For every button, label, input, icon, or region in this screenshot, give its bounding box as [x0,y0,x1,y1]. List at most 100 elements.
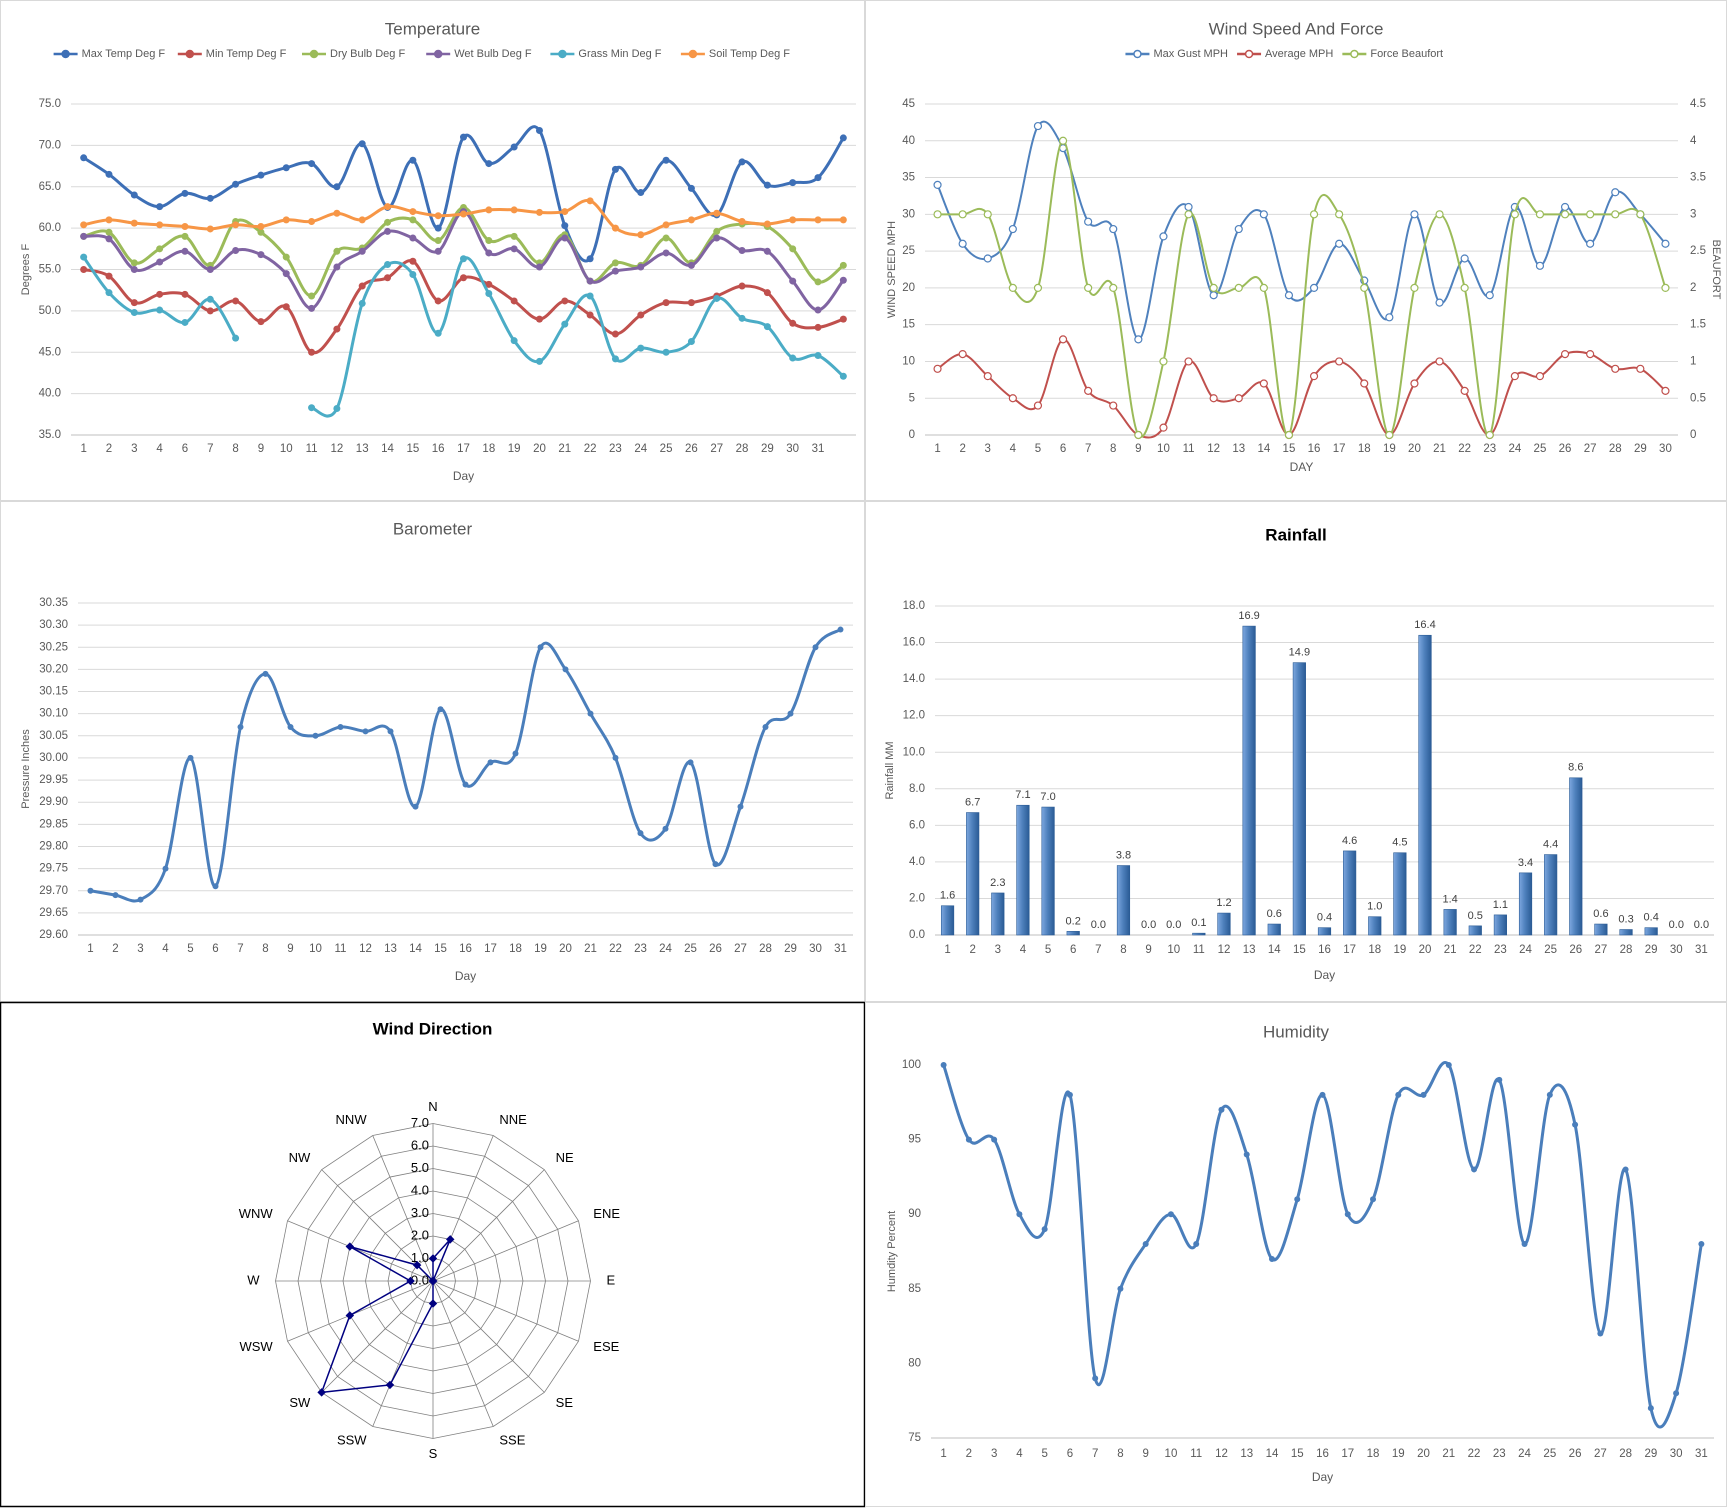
x-tick-label: 6 [1070,944,1076,956]
x-tick-label: 27 [710,443,723,455]
point [358,299,366,307]
legend-marker [1350,49,1359,59]
y2-tick-label: 1 [1690,355,1696,367]
point [485,206,493,214]
x-tick-label: 15 [1291,1448,1304,1460]
point [562,666,569,673]
x-tick-label: 20 [1417,1448,1430,1460]
x-tick-label: 16 [1308,443,1321,455]
point [787,710,794,717]
x-tick-label: 21 [1442,1448,1455,1460]
r-tick-label: 0.0 [411,1272,429,1287]
y-tick-label: 30.35 [39,597,68,609]
point [586,255,594,263]
point [1084,283,1093,292]
point [1309,372,1319,381]
point [586,311,594,319]
legend-label: Min Temp Deg F [206,48,287,60]
point [156,245,164,253]
x-tick-label: 12 [1218,944,1231,956]
point [1109,224,1118,234]
x-tick-label: 21 [584,943,597,955]
y-tick-label: 30.00 [39,752,68,764]
x-tick-label: 1 [934,443,940,455]
x-tick-label: 22 [609,943,622,955]
point [1673,1390,1680,1397]
category-label: SE [556,1395,574,1410]
point [156,221,164,229]
point [1234,394,1243,403]
point [257,318,265,326]
point [637,830,644,837]
chart-title: Rainfall [1265,525,1326,544]
y-tick-label: 40.0 [39,388,61,400]
value-label: 7.0 [1040,791,1055,803]
point [212,883,219,890]
point [485,280,493,288]
point [586,197,594,205]
point [1535,261,1545,270]
y-tick-label: 4.0 [909,856,925,868]
point [510,232,518,240]
y-tick-label: 65.0 [39,181,61,193]
x-tick-label: 24 [659,943,672,955]
x-tick-label: 2 [959,443,965,455]
point [814,306,822,314]
y2-tick-label: 0 [1690,429,1696,441]
point [1084,217,1093,226]
point [1410,283,1419,292]
point [1184,202,1193,212]
point [1647,1405,1654,1412]
x-tick-label: 31 [834,943,847,955]
point [428,1276,438,1286]
point [1033,283,1043,292]
point [713,209,721,217]
x-tick-label: 2 [966,1448,972,1460]
x-tick-label: 22 [1469,944,1482,956]
x-axis-label: Day [453,469,474,483]
y-tick-label: 30.25 [39,641,68,653]
category-label: N [428,1099,437,1114]
x-tick-label: 30 [1670,1448,1683,1460]
point [839,315,847,323]
point [460,274,467,282]
x-tick-label: 28 [1620,944,1633,956]
point [1636,364,1645,373]
x-tick-label: 1 [80,443,86,455]
point [282,303,290,311]
value-label: 1.4 [1442,893,1457,905]
spoke [432,1280,494,1427]
y-axis-label: Pressure Inches [20,729,32,809]
point [485,160,493,168]
point [1360,379,1369,388]
point [1033,121,1043,131]
value-label: 0.0 [1091,919,1106,931]
point [232,297,240,305]
value-label: 16.4 [1414,619,1435,631]
point [637,231,645,239]
y-tick-label: 30.20 [39,663,68,675]
y-tick-label: 100 [902,1059,921,1071]
x-tick-label: 13 [1240,1448,1253,1460]
y-tick-label: 29.85 [39,818,68,830]
x-tick-label: 20 [1408,443,1421,455]
point [662,234,670,242]
y-tick-label: 5 [909,392,915,404]
point [409,234,417,242]
x-tick-label: 11 [306,443,318,455]
point [282,270,290,278]
point [839,261,847,269]
point [789,216,797,224]
y-tick-label: 29.90 [39,796,68,808]
value-label: 0.4 [1317,912,1332,924]
x-tick-label: 15 [1283,443,1296,455]
point [933,210,942,219]
point [80,253,88,261]
point [1058,136,1068,145]
r-tick-label: 2.0 [411,1227,429,1242]
x-tick-label: 16 [432,443,445,455]
point [105,272,113,280]
y-axis-label: Degrees F [20,244,32,296]
x-tick-label: 30 [786,443,799,455]
x-tick-label: 28 [759,943,772,955]
